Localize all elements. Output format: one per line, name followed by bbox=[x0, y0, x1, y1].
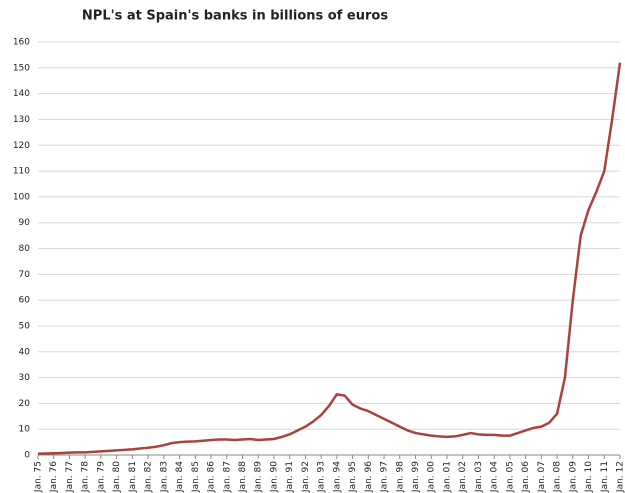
y-tick-label: 150 bbox=[13, 63, 30, 73]
x-tick-label: Jan. 93 bbox=[317, 461, 327, 493]
x-tick-label: Jan. 82 bbox=[144, 461, 154, 493]
data-line bbox=[37, 62, 622, 455]
y-tick-label: 70 bbox=[19, 270, 31, 280]
y-tick-label: 10 bbox=[19, 425, 31, 435]
x-tick-label: Jan. 12 bbox=[616, 461, 625, 493]
y-tick-label: 30 bbox=[19, 373, 31, 383]
x-tick-label: Jan. 81 bbox=[128, 461, 138, 493]
x-tick-label: Jan. 97 bbox=[380, 461, 390, 493]
x-tick-label: Jan. 95 bbox=[348, 461, 358, 493]
x-tick-label: Jan. 86 bbox=[207, 461, 217, 493]
y-tick-label: 160 bbox=[13, 38, 30, 48]
x-tick-label: Jan. 05 bbox=[505, 461, 515, 493]
x-tick-label: Jan. 98 bbox=[395, 461, 405, 493]
x-tick-label: Jan. 87 bbox=[222, 461, 232, 493]
x-tick-label: Jan. 75 bbox=[34, 461, 44, 493]
y-tick-label: 80 bbox=[19, 244, 31, 254]
x-tick-label: Jan. 01 bbox=[442, 461, 452, 493]
x-tick-label: Jan. 07 bbox=[537, 461, 547, 493]
x-tick-label: Jan. 11 bbox=[600, 461, 610, 493]
x-tick-label: Jan. 85 bbox=[191, 461, 201, 493]
y-tick-label: 60 bbox=[19, 296, 31, 306]
y-tick-label: 40 bbox=[19, 347, 31, 357]
x-tick-label: Jan. 92 bbox=[301, 461, 311, 493]
x-tick-label: Jan. 83 bbox=[159, 461, 169, 493]
x-tick-label: Jan. 06 bbox=[521, 461, 531, 493]
y-tick-label: 20 bbox=[19, 399, 31, 409]
x-tick-label: Jan. 00 bbox=[427, 461, 437, 493]
x-tick-label: Jan. 94 bbox=[332, 461, 342, 493]
y-tick-label: 110 bbox=[13, 167, 30, 177]
x-tick-label: Jan. 76 bbox=[49, 461, 59, 493]
y-tick-label: 50 bbox=[19, 321, 31, 331]
y-tick-label: 100 bbox=[13, 192, 30, 202]
x-tick-label: Jan. 04 bbox=[490, 461, 500, 493]
x-tick-label: Jan. 80 bbox=[112, 461, 122, 493]
x-tick-label: Jan. 77 bbox=[65, 461, 75, 493]
x-tick-label: Jan. 89 bbox=[254, 461, 264, 493]
y-tick-label: 140 bbox=[13, 89, 30, 99]
x-tick-label: Jan. 03 bbox=[474, 461, 484, 493]
x-tick-label: Jan. 02 bbox=[458, 461, 468, 493]
x-tick-label: Jan. 99 bbox=[411, 461, 421, 493]
x-tick-label: Jan. 10 bbox=[584, 461, 594, 493]
x-tick-label: Jan. 09 bbox=[568, 461, 578, 493]
x-tick-label: Jan. 90 bbox=[269, 461, 279, 493]
x-tick-label: Jan. 96 bbox=[364, 461, 374, 493]
x-tick-label: Jan. 79 bbox=[96, 461, 106, 493]
y-tick-label: 130 bbox=[13, 115, 30, 125]
y-tick-label: 120 bbox=[13, 141, 30, 151]
y-tick-label: 90 bbox=[19, 218, 31, 228]
x-tick-label: Jan. 78 bbox=[81, 461, 91, 493]
x-tick-label: Jan. 08 bbox=[553, 461, 563, 493]
chart-title: NPL's at Spain's banks in billions of eu… bbox=[82, 9, 388, 24]
x-tick-label: Jan. 91 bbox=[285, 461, 295, 493]
x-tick-label: Jan. 88 bbox=[238, 461, 248, 493]
x-tick-label: Jan. 84 bbox=[175, 461, 185, 493]
y-tick-label: 0 bbox=[24, 451, 30, 461]
